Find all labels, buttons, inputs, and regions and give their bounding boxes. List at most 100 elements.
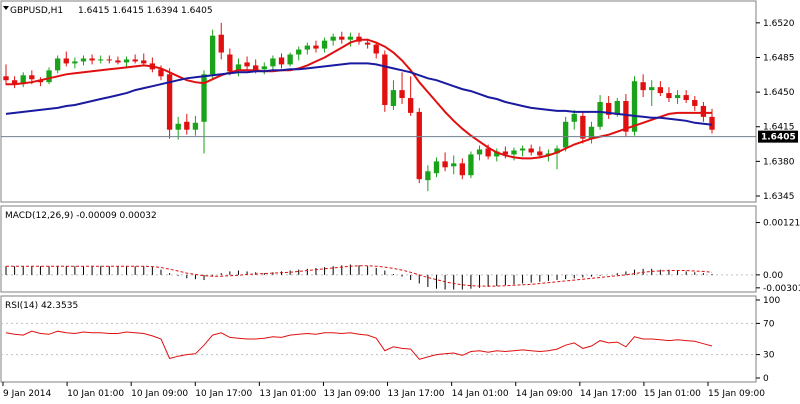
candle-body xyxy=(270,58,276,67)
candle-body xyxy=(261,66,267,70)
time-tick-label: 10 Jan 01:00 xyxy=(67,389,124,399)
rsi-tick-label: 0 xyxy=(763,374,769,384)
time-tick-label: 10 Jan 09:00 xyxy=(131,389,188,399)
candle-body xyxy=(227,54,233,72)
candle-body xyxy=(666,93,672,99)
ma-slow-line xyxy=(5,62,713,126)
candle-body xyxy=(20,75,26,85)
candle-body xyxy=(459,163,465,176)
candle-body xyxy=(287,54,293,65)
time-tick-label: 15 Jan 09:00 xyxy=(708,389,765,399)
candle-body xyxy=(321,40,328,49)
rsi-polyline xyxy=(5,330,713,360)
rsi-line xyxy=(5,330,713,360)
candle-body xyxy=(166,74,173,130)
candle-body xyxy=(692,100,698,106)
rsi-panel[interactable] xyxy=(0,295,757,383)
candle-body xyxy=(89,58,95,61)
candle-body xyxy=(468,154,474,176)
candle-body xyxy=(416,111,422,180)
candle-body xyxy=(494,151,500,157)
candle-body xyxy=(631,81,638,132)
candle-body xyxy=(649,87,655,91)
candle-body xyxy=(674,95,681,99)
price-axis: 1.6520 1.6485 1.6450 1.6415 1.6380 1.6345 xyxy=(756,19,795,202)
candle-body xyxy=(201,74,207,122)
price-panel[interactable] xyxy=(0,0,757,203)
candle-body xyxy=(29,75,35,80)
candle-body xyxy=(72,61,78,64)
macd-tick-label: 0.00 xyxy=(763,271,783,281)
candle-body xyxy=(451,163,457,167)
candle-body xyxy=(606,102,612,115)
macd-panel[interactable] xyxy=(0,205,757,293)
candle-body xyxy=(519,148,526,151)
candle-body xyxy=(657,87,664,94)
candle-body xyxy=(132,59,138,62)
candle-body xyxy=(373,44,379,54)
candle-body xyxy=(528,148,534,153)
candle-body xyxy=(46,70,52,83)
macd-tick-label: 0.00121 xyxy=(763,219,800,229)
candle-body xyxy=(382,54,388,105)
candle-body xyxy=(141,60,147,64)
moving-average-lines xyxy=(5,38,713,160)
candle-body xyxy=(330,36,336,41)
rsi-tick-label: 100 xyxy=(763,296,780,306)
rsi-tick-label: 30 xyxy=(763,351,775,361)
time-tick-label: 13 Jan 17:00 xyxy=(388,389,445,399)
candle-body xyxy=(278,57,285,65)
candle-body xyxy=(614,101,620,115)
candle-body xyxy=(115,60,121,63)
time-tick-label: 13 Jan 01:00 xyxy=(259,389,316,399)
macd-label: MACD(12,26,9) -0.00009 0.00032 xyxy=(5,211,157,221)
candle-body xyxy=(502,151,509,155)
macd-histogram xyxy=(5,264,713,290)
candle-body xyxy=(433,161,440,174)
time-tick-label: 10 Jan 17:00 xyxy=(195,389,252,399)
candle-body xyxy=(588,126,595,139)
candle-body xyxy=(11,80,18,85)
price-tick-label: 1.6380 xyxy=(763,157,795,167)
candle-body xyxy=(339,36,345,40)
ma-fast-line xyxy=(6,38,712,160)
candle-body xyxy=(390,90,397,106)
candle-body xyxy=(175,123,181,130)
candle-body xyxy=(364,42,371,45)
rsi-axis: 100 70 30 0 xyxy=(756,296,780,384)
candle-body xyxy=(123,59,130,63)
price-tick-label: 1.6450 xyxy=(763,88,795,98)
current-price-label: 1.6405 xyxy=(761,133,796,143)
candle-body xyxy=(476,149,483,155)
current-price-box xyxy=(758,130,798,143)
chart-menu-triangle-icon[interactable] xyxy=(3,6,9,10)
candle-body xyxy=(399,90,405,99)
macd-tick-label: -0.00301 xyxy=(763,284,800,294)
time-tick-label: 13 Jan 09:00 xyxy=(323,389,380,399)
candle-body xyxy=(235,64,242,71)
candle-body xyxy=(597,102,603,127)
candle-body xyxy=(425,171,431,181)
candle-body xyxy=(184,121,190,130)
candle-body xyxy=(296,49,302,55)
candle-body xyxy=(623,101,629,132)
candle-body xyxy=(347,36,354,40)
candle-body xyxy=(562,121,569,148)
time-axis: 9 Jan 2014 10 Jan 01:00 10 Jan 09:00 10 Jan… xyxy=(2,382,765,399)
candle-body xyxy=(80,58,87,62)
candle-body xyxy=(580,115,586,139)
candle-body xyxy=(209,35,216,75)
rsi-label: RSI(14) 42.3535 xyxy=(5,301,78,311)
candle-body xyxy=(244,62,250,67)
macd-axis: 0.00121 0.00 -0.00301 xyxy=(756,219,800,294)
price-tick-label: 1.6345 xyxy=(763,192,795,202)
price-tick-label: 1.6485 xyxy=(763,53,795,63)
time-tick-label: 14 Jan 17:00 xyxy=(580,389,637,399)
rsi-tick-label: 70 xyxy=(763,319,775,329)
candle-body xyxy=(313,45,319,49)
candle-body xyxy=(3,76,9,81)
candle-body xyxy=(485,148,491,157)
candle-body xyxy=(158,69,164,77)
